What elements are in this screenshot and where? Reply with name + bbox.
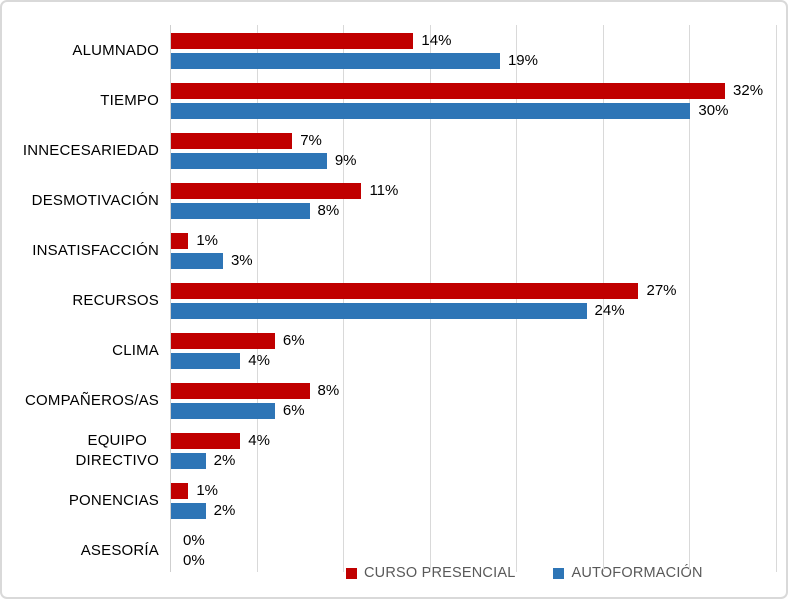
category-label: CLIMA [6, 333, 159, 369]
curso-presencial-bar [171, 383, 310, 399]
category-label: RECURSOS [6, 283, 159, 319]
data-label: 14% [421, 32, 452, 49]
data-label: 11% [369, 182, 399, 199]
autoformacion-bar [171, 353, 241, 369]
legend-swatch-autoformacion-icon [553, 567, 565, 579]
data-label: 3% [230, 252, 253, 269]
category-row: COMPAÑEROS/AS 8% 6% [2, 383, 777, 419]
data-label: 19% [507, 52, 538, 69]
autoformacion-bar [171, 453, 206, 469]
bars-group: 4% 2% [171, 433, 777, 469]
category-label-text: INSATISFACCIÓN [32, 241, 159, 259]
bars-group: 0% 0% [171, 533, 777, 569]
category-axis-line [170, 25, 171, 572]
autoformacion-bar [171, 203, 310, 219]
category-row: DESMOTIVACIÓN 11% 8% [2, 183, 777, 219]
data-label: 32% [733, 82, 764, 99]
category-label: ALUMNADO [6, 33, 159, 69]
category-label: TIEMPO [6, 83, 159, 119]
category-row: INSATISFACCIÓN 1% 3% [2, 233, 777, 269]
bars-group: 7% 9% [171, 133, 777, 169]
data-label: 8% [317, 202, 340, 219]
bars-group: 11% 8% [171, 183, 777, 219]
curso-presencial-bar [171, 283, 639, 299]
gridline [776, 25, 777, 572]
category-row: PONENCIAS 1% 2% [2, 483, 777, 519]
chart-legend: CURSO PRESENCIAL AUTOFORMACIÓN [346, 565, 703, 581]
data-label: 4% [248, 432, 270, 449]
bars-group: 1% 3% [171, 233, 777, 269]
category-label: INSATISFACCIÓN [6, 233, 159, 269]
category-label-text: CLIMA [112, 341, 159, 359]
curso-presencial-bar [171, 183, 362, 199]
data-label: 0% [183, 552, 205, 569]
legend-item-curso-presencial: CURSO PRESENCIAL [346, 565, 515, 581]
category-row: INNECESARIEDAD 7% 9% [2, 133, 777, 169]
data-label: 4% [248, 352, 270, 369]
data-label: 2% [213, 452, 236, 469]
bars-group: 1% 2% [171, 483, 777, 519]
autoformacion-bar [171, 503, 206, 519]
legend-label-curso-presencial: CURSO PRESENCIAL [364, 565, 516, 581]
autoformacion-bar [171, 103, 691, 119]
category-row: EQUIPO DIRECTIVO 4% 2% [2, 431, 777, 469]
category-label-text: PONENCIAS [68, 491, 159, 509]
autoformacion-bar [171, 403, 275, 419]
data-label: 6% [282, 402, 305, 419]
autoformacion-bar [171, 303, 587, 319]
category-label-text: EQUIPO DIRECTIVO [75, 431, 159, 469]
category-row: RECURSOS 27% 24% [2, 283, 777, 319]
data-label: 27% [646, 282, 677, 299]
bars-group: 32% 30% [171, 83, 777, 119]
curso-presencial-bar [171, 83, 726, 99]
data-label: 6% [282, 332, 305, 349]
data-label: 7% [300, 132, 322, 149]
category-label: COMPAÑEROS/AS [6, 383, 159, 419]
data-label: 30% [698, 102, 729, 119]
data-label: 8% [317, 382, 340, 399]
category-label-text: RECURSOS [72, 291, 159, 309]
bars-group: 14% 19% [171, 33, 777, 69]
curso-presencial-bar [171, 483, 189, 499]
autoformacion-bar [171, 153, 327, 169]
category-label-text: TIEMPO [100, 91, 159, 109]
data-label: 0% [183, 532, 205, 549]
category-row: ASESORÍA 0% 0% [2, 533, 777, 569]
data-label: 24% [594, 302, 625, 319]
data-label: 9% [334, 152, 357, 169]
curso-presencial-bar [171, 133, 293, 149]
legend-item-autoformacion: AUTOFORMACIÓN [553, 565, 703, 581]
category-label-text: DESMOTIVACIÓN [31, 191, 159, 209]
category-row: CLIMA 6% 4% [2, 333, 777, 369]
autoformacion-bar [171, 53, 500, 69]
category-label: ASESORÍA [6, 533, 159, 569]
data-label: 2% [213, 502, 236, 519]
legend-swatch-curso-presencial-icon [346, 567, 357, 579]
category-label: DESMOTIVACIÓN [6, 183, 159, 219]
category-label: PONENCIAS [6, 483, 159, 519]
curso-presencial-bar [171, 333, 275, 349]
category-row: TIEMPO 32% 30% [2, 83, 777, 119]
data-label: 1% [196, 482, 218, 499]
legend-label-autoformacion: AUTOFORMACIÓN [571, 565, 703, 581]
curso-presencial-bar [171, 33, 414, 49]
data-label: 1% [196, 232, 218, 249]
category-label: EQUIPO DIRECTIVO [6, 431, 159, 469]
category-label-text: ASESORÍA [80, 541, 159, 559]
autoformacion-bar [171, 253, 223, 269]
category-label-text: INNECESARIEDAD [22, 141, 159, 159]
gridline [689, 25, 691, 572]
category-label-text: ALUMNADO [72, 41, 159, 59]
bars-group: 27% 24% [171, 283, 777, 319]
bars-group: 8% 6% [171, 383, 777, 419]
curso-presencial-bar [171, 433, 241, 449]
category-label: INNECESARIEDAD [6, 133, 159, 169]
curso-presencial-bar [171, 233, 189, 249]
bars-group: 6% 4% [171, 333, 777, 369]
category-row: ALUMNADO 14% 19% [2, 33, 777, 69]
category-label-text: COMPAÑEROS/AS [24, 391, 159, 409]
